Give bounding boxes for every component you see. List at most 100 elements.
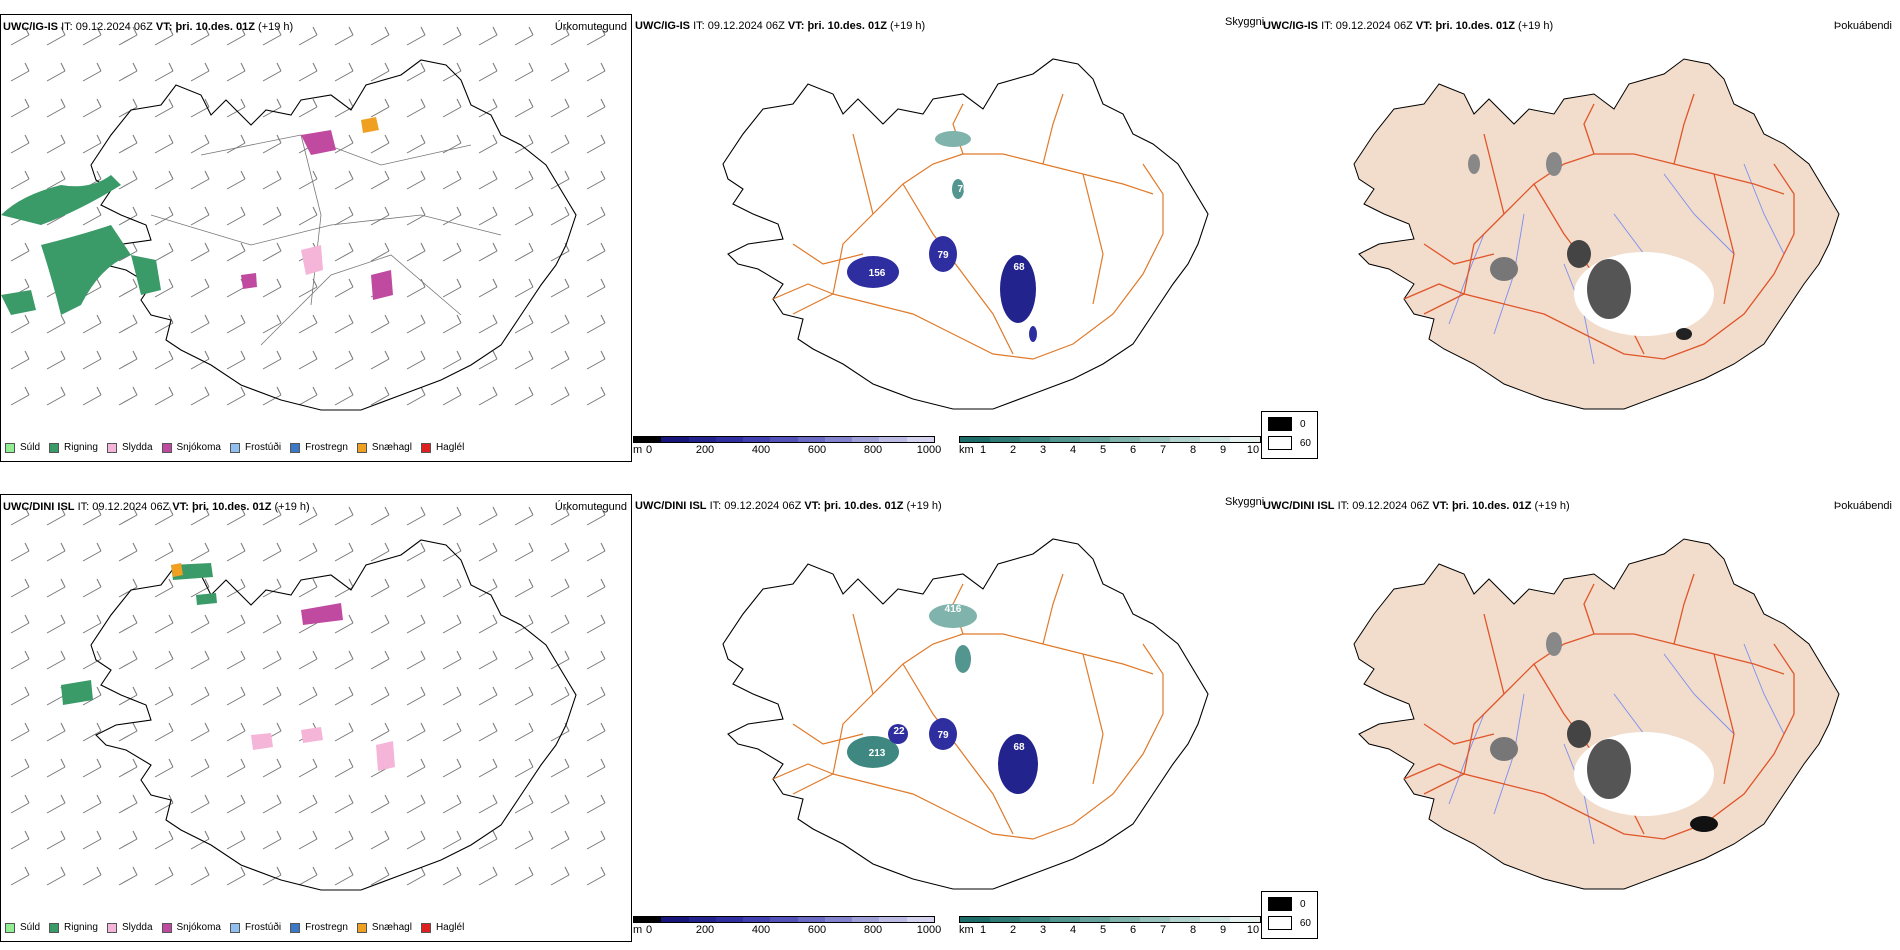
wind-barb <box>10 242 30 262</box>
wind-barb <box>370 650 390 670</box>
wind-barb <box>190 722 210 742</box>
wind-barb <box>478 62 498 82</box>
colorbar-tick: 800 <box>863 924 883 936</box>
wind-barb <box>406 578 426 598</box>
legend-swatch <box>5 922 15 933</box>
colorbar-tick: 2 <box>1009 924 1017 936</box>
legend-item: Snjókoma <box>161 922 221 933</box>
map-line <box>792 163 1164 360</box>
wind-barb <box>514 614 534 634</box>
wind-barb <box>118 62 138 82</box>
coastline <box>90 539 577 891</box>
colorbar-tick: 600 <box>807 924 827 936</box>
wind-barb <box>298 98 318 118</box>
wind-barb <box>118 794 138 814</box>
land <box>1353 58 1840 410</box>
wind-barb <box>226 506 246 526</box>
wind-barb <box>46 506 66 526</box>
wind-barb <box>586 650 606 670</box>
wind-barb <box>226 242 246 262</box>
colorbar-cell <box>661 917 689 922</box>
colorbar-cell <box>743 437 771 442</box>
wind-barb <box>154 386 174 406</box>
wind-barb <box>370 98 390 118</box>
wind-barb <box>298 758 318 778</box>
wind-barb <box>586 506 606 526</box>
wind-barb <box>478 350 498 370</box>
fog-legend-swatch <box>1268 916 1292 930</box>
wind-barb <box>334 98 354 118</box>
wind-barb <box>586 350 606 370</box>
legend-label: Frostregn <box>305 922 348 933</box>
coastline <box>722 58 1209 410</box>
wind-barb <box>514 134 534 154</box>
wind-barb <box>514 242 534 262</box>
wind-barb <box>478 386 498 406</box>
wind-barb <box>10 866 30 886</box>
colorbar-tick: 800 <box>863 444 883 456</box>
wind-barb <box>154 506 174 526</box>
precip-map <box>1 26 606 411</box>
legend-swatch <box>290 922 301 933</box>
visibility-panel-row2: 416 213 22 79 68 Skyggni m 0 200 400 600 800 1… <box>633 494 1264 942</box>
colorbar-cell <box>1020 437 1050 442</box>
map-line <box>1042 93 1064 165</box>
legend-swatch <box>106 922 117 933</box>
wind-barb <box>298 278 318 298</box>
legend-item: Súld <box>5 922 40 933</box>
wind-barb <box>550 278 570 298</box>
wind-barb <box>46 386 66 406</box>
wind-barb <box>190 350 210 370</box>
colorbar-cell <box>990 437 1020 442</box>
fog-panel-row2: Þokuábendi UWC/DINI ISL IT: 09.12.2024 0… <box>1261 494 1900 942</box>
legend-label: Súld <box>20 442 41 453</box>
wind-barb <box>190 866 210 886</box>
wind-barb <box>586 206 606 226</box>
wind-barb <box>550 722 570 742</box>
wind-barb <box>262 62 282 82</box>
wind-barb <box>118 686 138 706</box>
precip-panel-row1: UWC/IG-IS IT: 09.12.2024 06Z VT: þri. 10… <box>0 14 632 462</box>
colorbar-cell <box>1020 917 1050 922</box>
legend-swatch <box>229 922 240 933</box>
wind-barb <box>514 278 534 298</box>
fog-legend-label: 60 <box>1299 437 1311 449</box>
wind-barb <box>334 134 354 154</box>
low-cloud-areas <box>847 131 1037 342</box>
wind-barb <box>154 650 174 670</box>
wind-barb <box>298 830 318 850</box>
wind-barb <box>154 758 174 778</box>
wind-barb <box>118 722 138 742</box>
wind-barb <box>586 278 606 298</box>
wind-barb <box>298 350 318 370</box>
wind-barb <box>550 350 570 370</box>
wind-barb <box>514 98 534 118</box>
colorbar-cell <box>634 917 662 922</box>
wind-barb <box>190 686 210 706</box>
wind-barb <box>514 794 534 814</box>
legend-item: Snjókoma <box>161 442 221 453</box>
fog-areas <box>1490 632 1718 832</box>
wind-barb <box>154 62 174 82</box>
wind-barb <box>406 722 426 742</box>
wind-barb <box>370 26 390 46</box>
colorbar-cell <box>715 917 744 922</box>
wind-barb <box>334 314 354 334</box>
map-line <box>792 723 864 745</box>
wind-barb <box>442 614 462 634</box>
wind-barb <box>118 170 138 190</box>
wind-barb <box>10 614 30 634</box>
colorbar-tick: 600 <box>807 444 827 456</box>
wind-barb <box>226 98 246 118</box>
wind-barb <box>82 830 102 850</box>
wind-barb <box>190 278 210 298</box>
wind-barb <box>442 578 462 598</box>
wind-barb <box>190 758 210 778</box>
wind-barb <box>586 170 606 190</box>
wind-barb <box>442 386 462 406</box>
panel-title: UWC/DINI ISL IT: 09.12.2024 06Z VT: þri.… <box>3 501 310 513</box>
wind-barb <box>82 386 102 406</box>
fog-legend: 0 60 <box>1261 411 1318 459</box>
wind-barb <box>10 722 30 742</box>
wind-barb <box>478 686 498 706</box>
